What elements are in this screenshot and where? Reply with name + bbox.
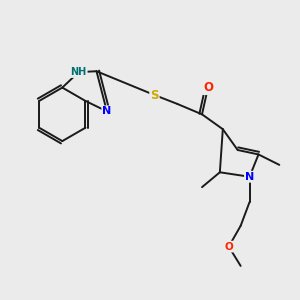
Text: NH: NH: [70, 67, 87, 77]
Text: O: O: [224, 242, 233, 252]
Text: S: S: [150, 88, 159, 101]
Text: O: O: [203, 81, 213, 94]
Text: N: N: [245, 172, 254, 182]
Text: N: N: [102, 106, 112, 116]
